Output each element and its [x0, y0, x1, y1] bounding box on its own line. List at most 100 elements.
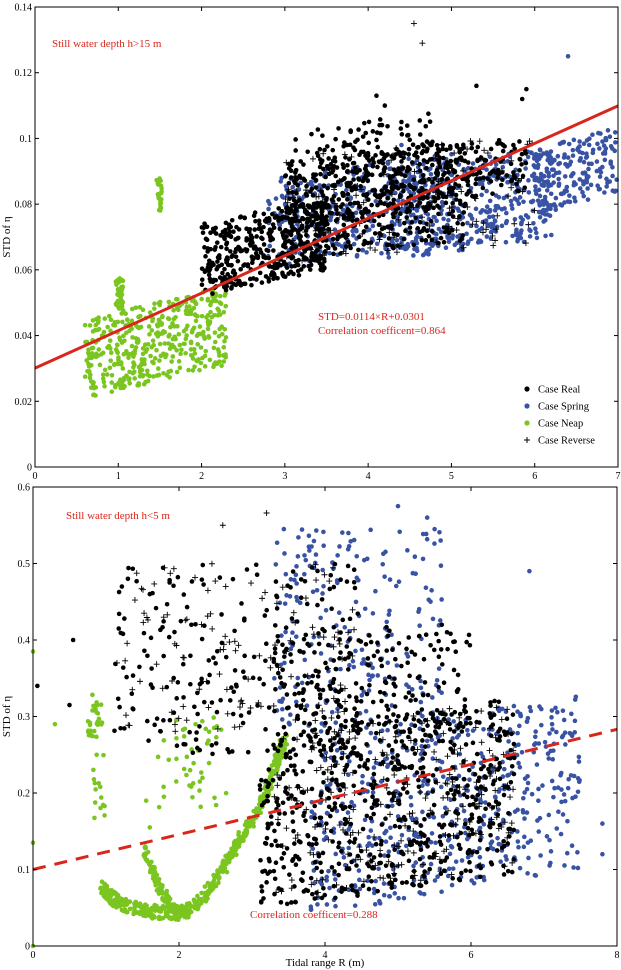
- data-point-case-reverse: [348, 153, 355, 160]
- data-point-case-real: [336, 872, 341, 878]
- data-point-case-real: [500, 142, 506, 148]
- data-point-case-real: [398, 817, 403, 822]
- data-point-case-real: [512, 755, 517, 761]
- data-point-case-real: [475, 786, 480, 791]
- data-point-case-spring: [512, 216, 518, 222]
- data-point-case-neap: [130, 350, 136, 356]
- data-point-case-real: [309, 842, 315, 847]
- data-point-case-real: [418, 830, 423, 836]
- data-point-case-spring: [399, 142, 404, 148]
- data-point-case-spring: [544, 188, 550, 193]
- data-point-case-spring: [304, 703, 310, 708]
- data-point-case-spring: [543, 217, 548, 223]
- data-point-case-real: [382, 185, 388, 190]
- data-point-case-real: [241, 669, 246, 675]
- data-point-case-real: [474, 171, 479, 177]
- data-point-case-real: [389, 154, 394, 159]
- data-point-case-real: [329, 197, 335, 202]
- data-point-case-neap: [131, 360, 136, 365]
- data-point-case-neap: [125, 351, 130, 357]
- data-point-case-real: [330, 147, 336, 153]
- data-point-case-spring: [451, 719, 456, 724]
- data-point-case-spring: [560, 708, 566, 714]
- data-point-case-real: [291, 736, 297, 742]
- data-point-case-spring: [421, 861, 426, 867]
- data-point-case-spring: [380, 561, 386, 567]
- data-point-case-spring: [287, 722, 292, 727]
- data-point-case-spring: [413, 237, 419, 243]
- data-point-case-real: [298, 267, 304, 272]
- data-point-case-real: [337, 234, 343, 239]
- data-point-case-spring: [423, 585, 429, 591]
- data-point-case-real: [508, 178, 514, 184]
- data-point-case-spring: [347, 662, 352, 668]
- data-point-case-spring: [420, 809, 425, 815]
- data-point-case-spring: [448, 797, 453, 803]
- data-point-case-real: [406, 146, 412, 152]
- data-point-case-real: [424, 195, 430, 200]
- data-point-case-spring: [459, 858, 465, 863]
- data-point-case-spring: [520, 807, 526, 813]
- data-point-case-real: [360, 883, 366, 889]
- data-point-case-real: [411, 882, 416, 888]
- x-tick-label: 2: [199, 471, 204, 482]
- data-point-case-neap: [194, 333, 200, 339]
- data-point-case-real: [451, 792, 457, 798]
- data-point-case-real: [381, 152, 387, 157]
- scatter-points-bottom: [30, 503, 605, 949]
- data-point-case-spring: [445, 776, 451, 782]
- data-point-case-spring: [597, 166, 603, 172]
- data-point-case-reverse: [388, 191, 395, 198]
- data-point-case-neap: [100, 802, 106, 808]
- data-point-case-neap: [115, 319, 121, 325]
- data-point-case-neap: [152, 865, 157, 871]
- data-point-case-spring: [333, 720, 339, 725]
- data-point-case-real: [351, 579, 357, 585]
- data-point-case-neap: [121, 377, 127, 383]
- data-point-case-real: [499, 845, 505, 851]
- data-point-case-spring: [295, 554, 301, 559]
- data-point-case-neap: [107, 895, 112, 901]
- data-point-case-real: [289, 221, 294, 226]
- data-point-case-real: [213, 231, 219, 236]
- data-point-case-spring: [580, 190, 585, 195]
- data-point-case-spring: [335, 706, 340, 712]
- data-point-case-neap: [98, 795, 104, 800]
- data-point-case-real: [395, 205, 401, 211]
- data-point-case-spring: [553, 207, 559, 213]
- data-point-case-real: [430, 811, 435, 816]
- data-point-case-reverse: [414, 197, 421, 204]
- data-point-case-spring: [552, 785, 557, 791]
- data-point-case-real: [329, 865, 335, 870]
- data-point-case-spring: [409, 687, 415, 692]
- data-point-case-real: [415, 226, 421, 231]
- data-point-case-real: [203, 236, 209, 242]
- data-point-case-real: [496, 137, 502, 143]
- data-point-case-real: [332, 183, 337, 189]
- data-point-case-real: [524, 86, 529, 92]
- data-point-case-real: [509, 869, 515, 875]
- data-point-case-neap: [90, 692, 95, 698]
- data-point-case-real: [488, 832, 493, 838]
- data-point-case-real: [440, 738, 446, 744]
- data-point-case-real: [319, 869, 324, 875]
- data-point-case-spring: [439, 597, 444, 602]
- data-point-case-spring: [288, 646, 294, 652]
- data-point-case-spring: [538, 706, 544, 712]
- data-point-case-real: [350, 160, 356, 166]
- data-point-case-spring: [565, 199, 571, 204]
- data-point-case-real: [272, 215, 278, 220]
- data-point-case-reverse: [464, 203, 471, 210]
- data-point-case-real: [293, 899, 298, 905]
- data-point-case-spring: [487, 198, 493, 204]
- data-point-case-neap: [154, 177, 159, 183]
- data-point-case-neap: [94, 752, 99, 758]
- data-point-case-spring: [522, 834, 527, 840]
- data-point-case-spring: [561, 717, 567, 723]
- data-point-case-reverse: [483, 226, 490, 233]
- data-point-case-real: [325, 144, 330, 149]
- data-point-case-spring: [465, 220, 470, 226]
- data-point-case-real: [461, 792, 467, 797]
- data-point-case-neap: [84, 358, 89, 363]
- data-point-case-real: [356, 247, 361, 253]
